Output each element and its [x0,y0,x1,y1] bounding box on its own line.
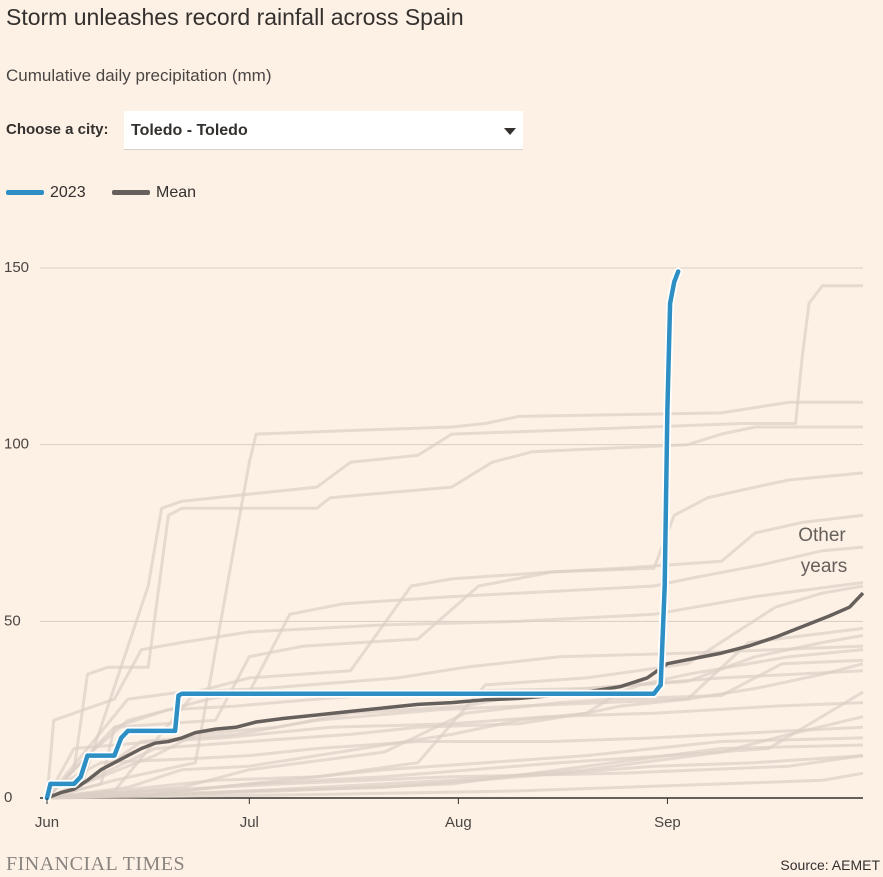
gridlines [40,267,863,799]
chart-subtitle: Cumulative daily precipitation (mm) [6,66,272,85]
other-year-line-21 [46,771,864,800]
x-tick-label-jul: Jul [240,814,259,831]
legend-swatch-mean [112,190,150,195]
city-select[interactable]: Toledo - Toledo [124,111,523,150]
x-tick-label-aug: Aug [445,814,472,831]
y-tick-label-50: 50 [4,612,21,629]
legend-label-2023: 2023 [50,184,86,201]
other-year-line-17 [46,669,864,800]
y-axis-ticks: 0 50 100 150 [4,259,29,806]
other-year-line-23 [45,644,864,799]
city-selector-label: Choose a city: [6,121,109,138]
other-year-line-16 [46,743,864,800]
legend-swatch-2023 [6,190,44,195]
other-year-line-4 [46,471,864,800]
y-tick-label-150: 150 [4,259,29,276]
other-year-line-2 [46,400,863,800]
other-year-line-6 [45,545,864,800]
annotation-other-years-line1: Other [798,525,846,546]
other-year-line-8 [46,648,864,800]
city-select-value: Toledo - Toledo [131,122,248,139]
ft-logo: FINANCIAL TIMES [6,853,186,875]
other-year-line-14 [45,581,864,799]
line-2023 [44,269,681,801]
annotation-other-years-line2: years [801,556,847,577]
x-tick-label-sep: Sep [654,814,681,831]
other-year-line-3 [46,284,863,800]
other-year-line-1 [45,425,863,800]
y-tick-label-100: 100 [4,436,29,453]
chart-title: Storm unleashes record rainfall across S… [6,4,464,30]
legend-label-mean: Mean [156,184,197,201]
other-years-series [45,284,864,800]
other-year-line-19 [46,690,864,800]
highlight-series [43,267,865,802]
mean-line [46,591,865,800]
source-note: Source: AEMET [780,857,880,873]
other-year-line-5 [46,513,864,800]
chevron-down-icon[interactable] [504,128,516,135]
y-tick-label-0: 0 [4,789,12,806]
other-year-line-20 [46,754,864,800]
other-year-line-7 [46,662,864,800]
x-tick-label-jun: Jun [35,814,59,831]
other-year-line-15 [46,584,864,800]
x-axis-ticks: Jun Jul Aug Sep [35,798,681,831]
